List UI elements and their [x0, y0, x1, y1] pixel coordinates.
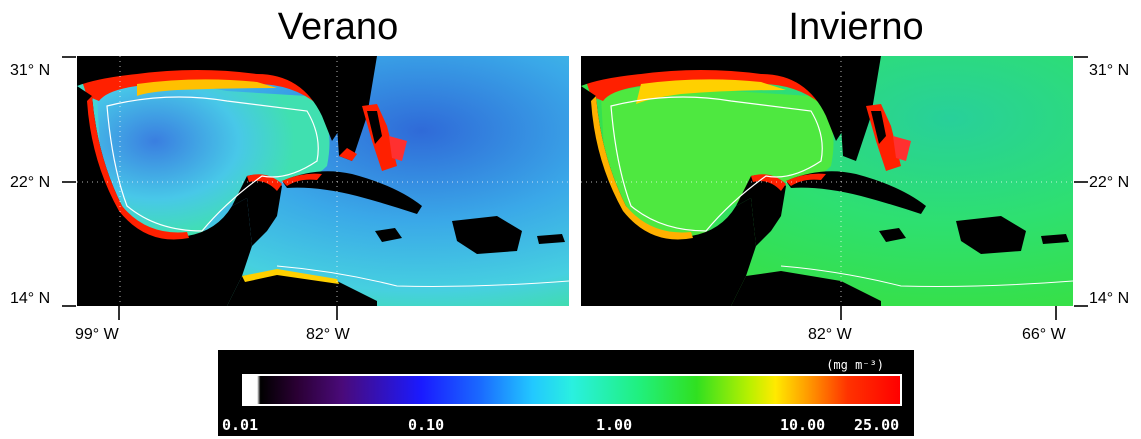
lon-label-82w-left: 82° W	[306, 326, 350, 343]
contour-caribbean	[780, 265, 1073, 287]
land-hispaniola	[956, 216, 1026, 254]
lon-label-66w: 66° W	[1022, 326, 1066, 343]
land-jamaica	[375, 228, 402, 242]
land-mexico	[581, 86, 756, 306]
contour-gulf	[610, 96, 823, 232]
lat-label-22n-right: 22° N	[1089, 174, 1130, 191]
map-summer	[77, 56, 569, 306]
contour-gulf	[106, 96, 319, 232]
land-yucatan	[232, 174, 282, 246]
land-mexico	[77, 86, 252, 306]
colorbar-unit: (mg m⁻³)	[826, 358, 884, 372]
gulf-of-mexico	[601, 84, 834, 246]
land-north-america	[581, 56, 846, 141]
land-north-america	[77, 56, 569, 141]
map-winter-graphic	[581, 56, 1073, 306]
panel-title-winter: Invierno	[788, 6, 924, 48]
lon-label-82w-right: 82° W	[808, 326, 852, 343]
colorbar-gradient	[242, 374, 902, 406]
colorbar-tick: 0.10	[408, 416, 445, 434]
lon-label-99w: 99° W	[75, 326, 119, 343]
coastal-bloom-north	[77, 66, 327, 104]
colorbar-tick: 1.00	[596, 416, 633, 434]
lat-label-22n-left: 22° N	[10, 174, 51, 191]
colorbar-tick: 10.00	[780, 416, 826, 434]
map-summer-graphic	[77, 56, 569, 306]
colorbar-tick: 25.00	[854, 416, 900, 434]
land-hispaniola	[452, 216, 522, 254]
contour-caribbean	[276, 265, 569, 287]
land-puerto-rico	[537, 234, 565, 244]
gulf-of-mexico	[97, 84, 330, 246]
land-florida	[322, 56, 377, 161]
colorbar-legend: (mg m⁻³) 0.01 0.10 1.00 10.00 25.00	[218, 350, 914, 436]
colorbar-tick: 0.01	[222, 416, 259, 434]
panel-title-summer: Verano	[277, 6, 399, 48]
lat-label-31n-right: 31° N	[1089, 62, 1130, 79]
land-jamaica	[879, 228, 906, 242]
lat-label-14n-left: 14° N	[10, 290, 51, 307]
lat-label-31n-left: 31° N	[10, 62, 51, 79]
map-winter	[581, 56, 1073, 306]
land-puerto-rico	[1041, 234, 1069, 244]
land-yucatan	[736, 174, 786, 246]
land-florida	[826, 56, 881, 161]
lat-label-14n-right: 14° N	[1089, 290, 1130, 307]
